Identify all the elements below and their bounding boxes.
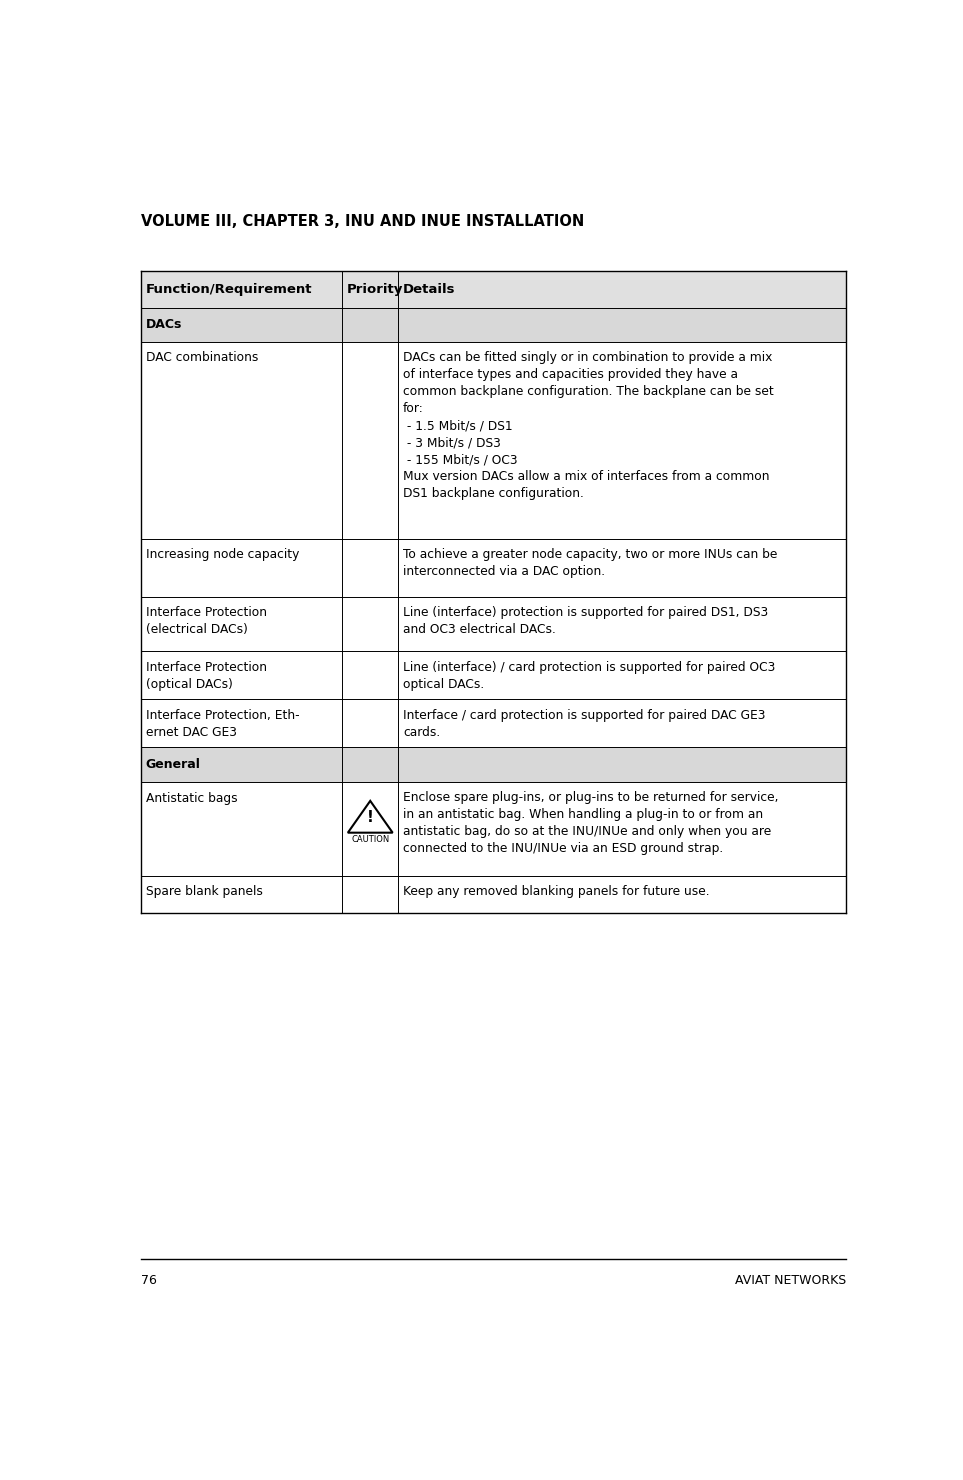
Bar: [142, 876, 846, 913]
Bar: [142, 539, 846, 596]
Text: Interface Protection
(electrical DACs): Interface Protection (electrical DACs): [145, 605, 267, 636]
Text: To achieve a greater node capacity, two or more INUs can be
interconnected via a: To achieve a greater node capacity, two …: [403, 548, 777, 579]
Bar: [142, 271, 846, 308]
Text: AVIAT NETWORKS: AVIAT NETWORKS: [735, 1274, 846, 1288]
Text: Antistatic bags: Antistatic bags: [145, 792, 237, 805]
Bar: [142, 308, 846, 342]
Bar: [142, 747, 846, 781]
Text: 76: 76: [142, 1274, 157, 1288]
Bar: [142, 651, 846, 700]
Text: Spare blank panels: Spare blank panels: [145, 885, 263, 898]
Bar: [142, 342, 846, 539]
Text: Line (interface) protection is supported for paired DS1, DS3
and OC3 electrical : Line (interface) protection is supported…: [403, 605, 768, 636]
Text: CAUTION: CAUTION: [351, 835, 389, 844]
Polygon shape: [348, 801, 393, 833]
Text: Function/Requirement: Function/Requirement: [145, 283, 312, 296]
Bar: [142, 596, 846, 651]
Text: DACs can be fitted singly or in combination to provide a mix
of interface types : DACs can be fitted singly or in combinat…: [403, 351, 773, 500]
Bar: [142, 700, 846, 747]
Text: DACs: DACs: [145, 318, 182, 332]
Text: Enclose spare plug-ins, or plug-ins to be returned for service,
in an antistatic: Enclose spare plug-ins, or plug-ins to b…: [403, 792, 778, 855]
Text: Line (interface) / card protection is supported for paired OC3
optical DACs.: Line (interface) / card protection is su…: [403, 660, 775, 691]
Text: Details: Details: [403, 283, 455, 296]
Text: General: General: [145, 758, 200, 771]
Text: DAC combinations: DAC combinations: [145, 351, 258, 364]
Text: VOLUME III, CHAPTER 3, INU AND INUE INSTALLATION: VOLUME III, CHAPTER 3, INU AND INUE INST…: [142, 215, 585, 229]
Bar: [142, 781, 846, 876]
Text: !: !: [367, 810, 374, 824]
Text: Priority: Priority: [347, 283, 403, 296]
Text: Interface / card protection is supported for paired DAC GE3
cards.: Interface / card protection is supported…: [403, 709, 766, 739]
Text: Interface Protection
(optical DACs): Interface Protection (optical DACs): [145, 660, 267, 691]
Text: Interface Protection, Eth-
ernet DAC GE3: Interface Protection, Eth- ernet DAC GE3: [145, 709, 299, 739]
Text: Keep any removed blanking panels for future use.: Keep any removed blanking panels for fut…: [403, 885, 710, 898]
Text: Increasing node capacity: Increasing node capacity: [145, 548, 299, 561]
